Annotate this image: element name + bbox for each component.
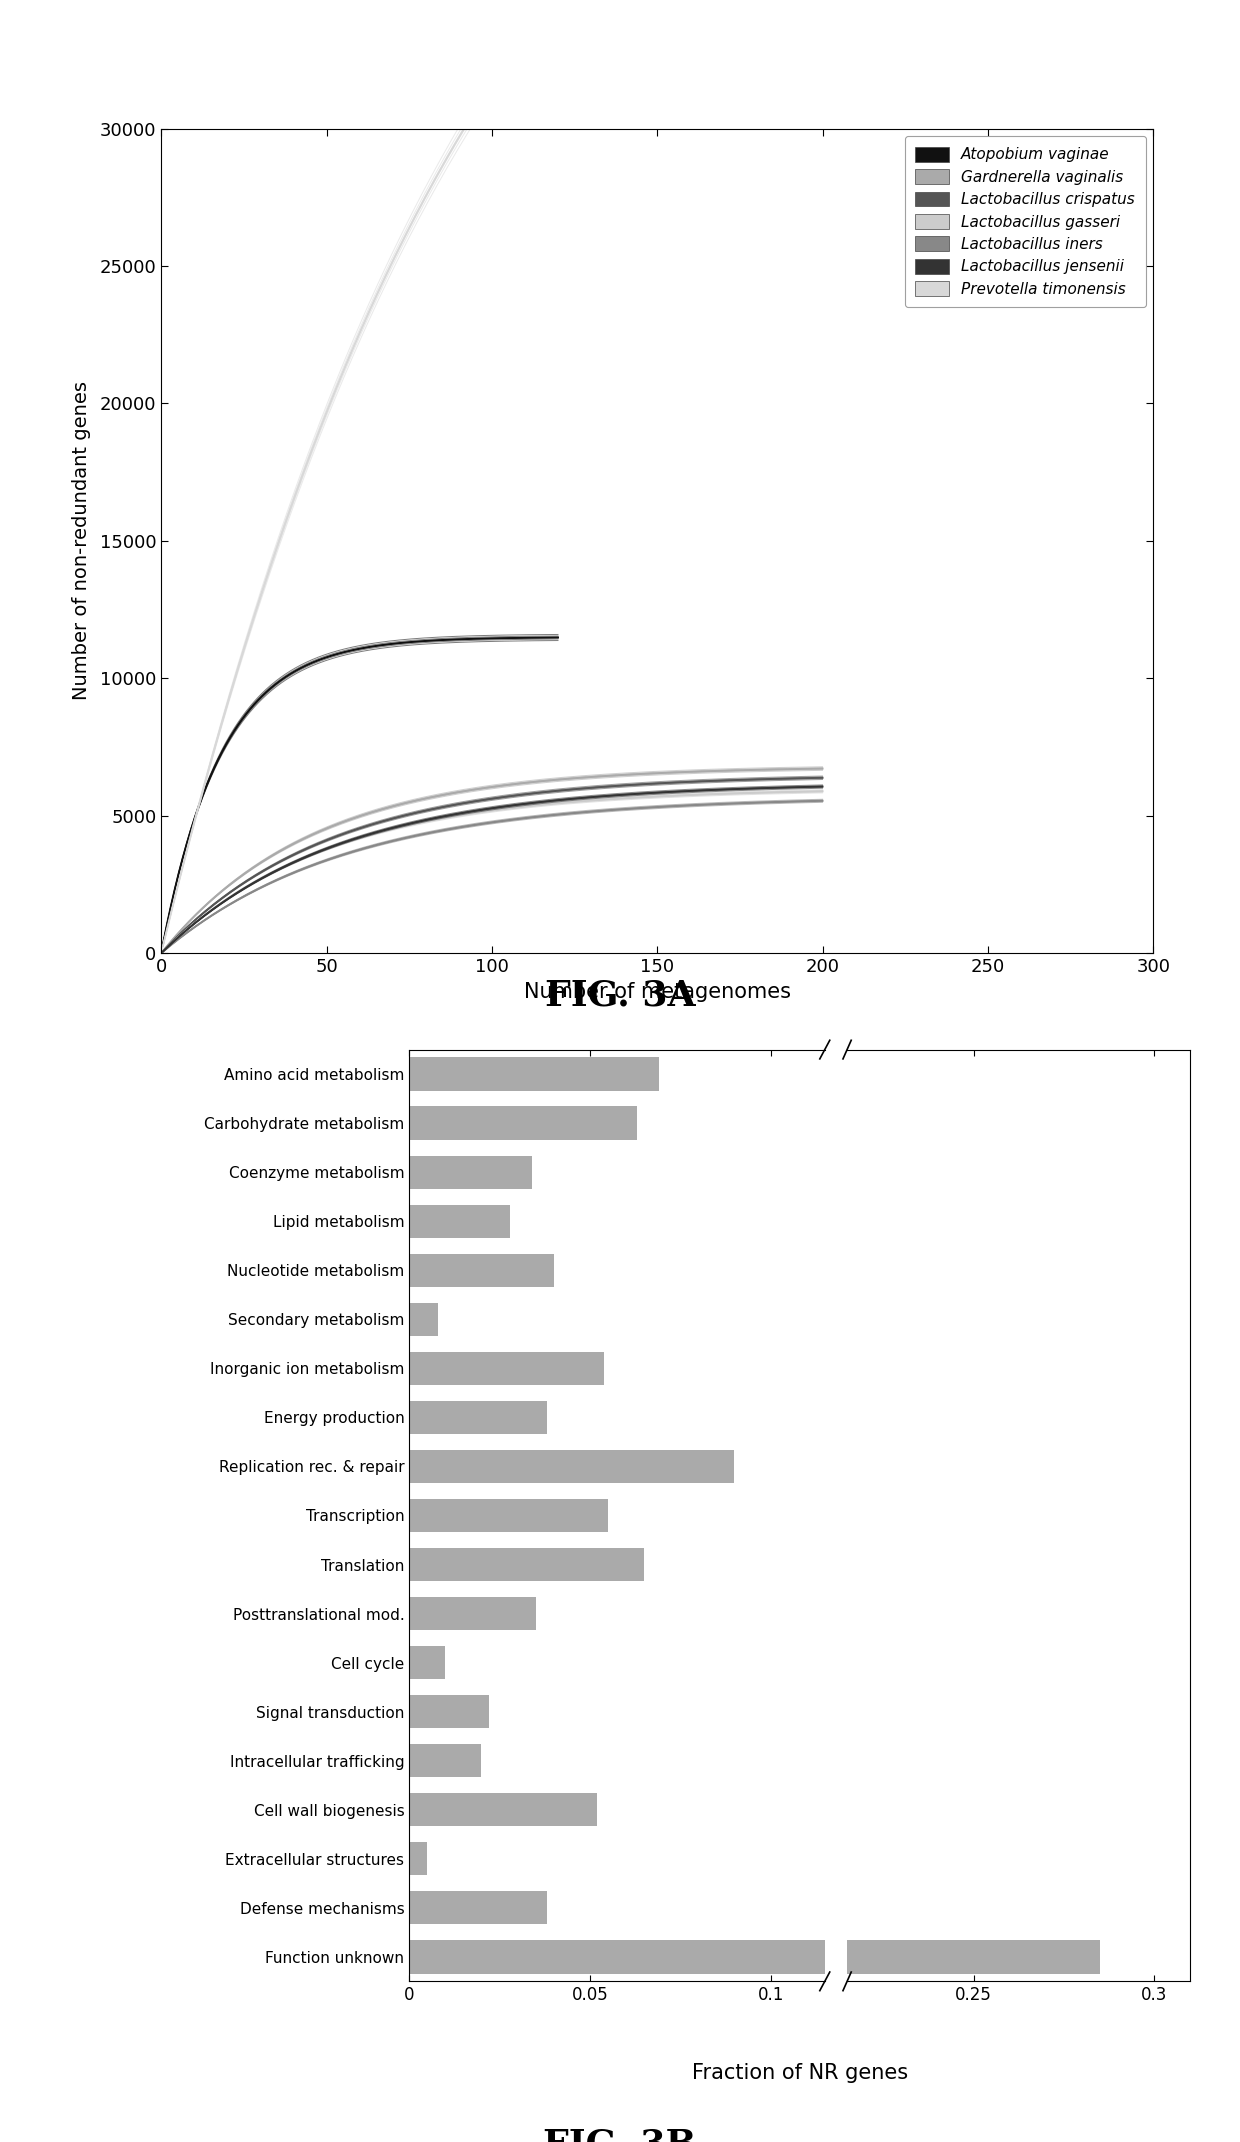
Bar — [71, 1155, 193, 1189]
Bar — [71, 1107, 298, 1140]
Bar — [71, 1302, 99, 1337]
Bar — [409, 1645, 445, 1679]
Bar — [71, 1793, 258, 1827]
Bar — [409, 1107, 637, 1140]
Bar — [409, 1694, 489, 1729]
Bar — [409, 1352, 604, 1386]
Text: FIG. 3A: FIG. 3A — [544, 979, 696, 1013]
Bar — [71, 1450, 396, 1482]
Bar — [409, 1549, 644, 1581]
Bar — [409, 1793, 598, 1827]
Bar — [409, 1941, 1240, 1973]
Bar — [409, 1302, 438, 1337]
Bar — [71, 1204, 171, 1238]
Bar — [71, 1549, 305, 1581]
Legend: Atopobium vaginae, Gardnerella vaginalis, Lactobacillus crispatus, Lactobacillus: Atopobium vaginae, Gardnerella vaginalis… — [905, 137, 1146, 308]
Bar — [71, 1744, 143, 1778]
Bar — [71, 1694, 150, 1729]
Bar — [71, 1352, 265, 1386]
Bar — [71, 1891, 207, 1924]
Bar — [71, 1842, 88, 1876]
Bar — [409, 1842, 428, 1876]
Bar — [71, 1401, 207, 1433]
Bar — [409, 1891, 547, 1924]
Bar — [71, 1058, 320, 1090]
Bar — [71, 1253, 215, 1287]
Bar — [409, 1401, 547, 1433]
Bar — [409, 1499, 608, 1532]
Text: FIG. 3B: FIG. 3B — [543, 2127, 697, 2142]
Bar — [409, 1058, 658, 1090]
Bar — [409, 1155, 532, 1189]
Bar — [71, 1499, 269, 1532]
Bar — [409, 1450, 734, 1482]
Bar — [71, 1598, 197, 1630]
Bar — [409, 1598, 536, 1630]
Bar — [409, 1204, 511, 1238]
Bar — [409, 1744, 481, 1778]
Bar — [409, 1253, 554, 1287]
Bar — [71, 1645, 107, 1679]
X-axis label: Number of metagenomes: Number of metagenomes — [523, 981, 791, 1002]
Bar — [71, 1941, 1100, 1973]
Text: Fraction of NR genes: Fraction of NR genes — [692, 2063, 908, 2082]
Y-axis label: Number of non-redundant genes: Number of non-redundant genes — [72, 381, 92, 700]
